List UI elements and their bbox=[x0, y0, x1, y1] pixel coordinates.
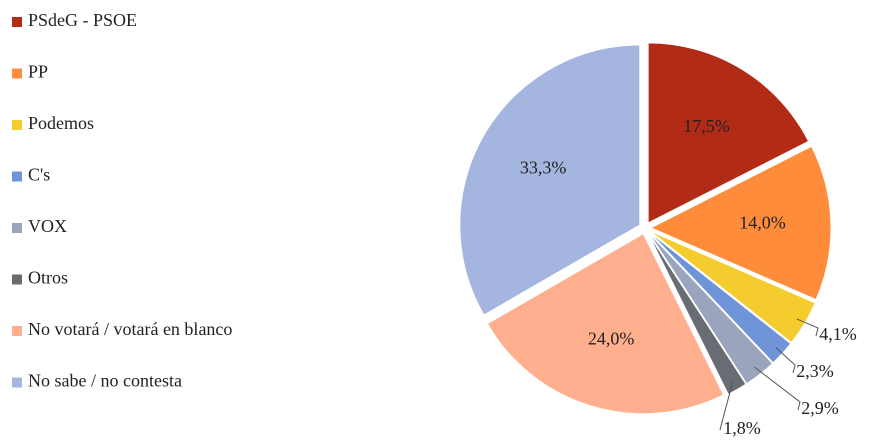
legend-label: No votará / votará en blanco bbox=[28, 319, 232, 339]
legend-label: C's bbox=[28, 165, 50, 185]
legend-swatch bbox=[12, 326, 22, 336]
data-label: 2,3% bbox=[796, 361, 834, 381]
data-label: 4,1% bbox=[819, 324, 857, 344]
legend-label: PP bbox=[28, 62, 48, 82]
pie-slice bbox=[649, 145, 832, 301]
leader-line bbox=[719, 381, 734, 431]
legend-swatch bbox=[12, 377, 22, 388]
leader-line bbox=[796, 318, 819, 337]
legend-swatch bbox=[12, 223, 22, 233]
pie-slice bbox=[649, 230, 816, 344]
legend-swatch bbox=[12, 171, 22, 182]
data-label: 1,8% bbox=[723, 418, 761, 438]
legend-swatch bbox=[12, 17, 22, 27]
legend-label: Podemos bbox=[28, 113, 94, 133]
pie-slice bbox=[647, 42, 810, 224]
legend-label: PSdeG - PSOE bbox=[28, 10, 137, 30]
pie-slice bbox=[647, 232, 747, 395]
data-label: 17,5% bbox=[683, 116, 730, 136]
data-label: 2,9% bbox=[801, 398, 839, 418]
data-label: 24,0% bbox=[588, 329, 635, 349]
legend-label: No sabe / no contesta bbox=[28, 371, 182, 391]
data-label: 14,0% bbox=[739, 213, 786, 233]
legend-swatch bbox=[12, 68, 22, 79]
data-label: 33,3% bbox=[520, 157, 567, 177]
legend-label: VOX bbox=[28, 216, 67, 236]
leader-line bbox=[754, 366, 801, 411]
legend-swatch bbox=[12, 274, 22, 285]
legend-label: Otros bbox=[28, 268, 68, 288]
leader-line bbox=[775, 347, 796, 374]
pie-slice bbox=[486, 233, 725, 415]
pie-slice bbox=[648, 232, 774, 385]
legend-swatch bbox=[12, 120, 22, 130]
pie-slice bbox=[459, 44, 641, 316]
